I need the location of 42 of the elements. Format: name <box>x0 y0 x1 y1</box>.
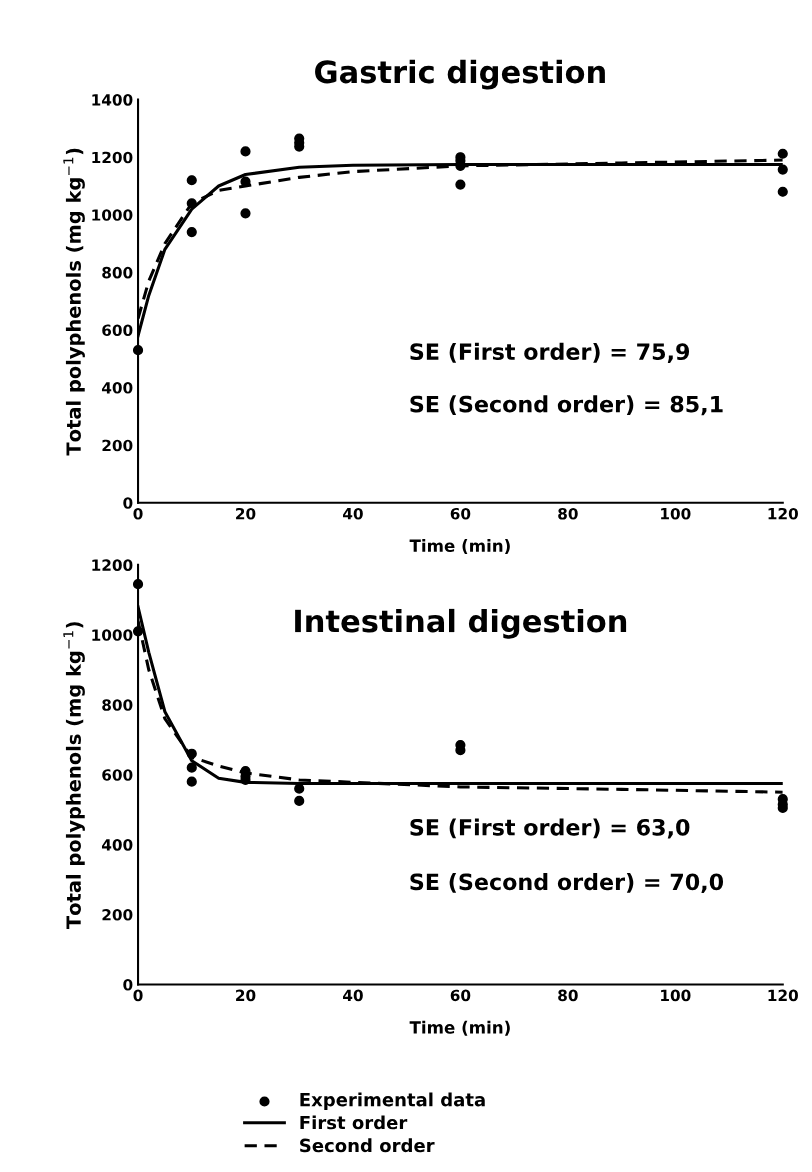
annotation: SE (First order) = 75,9 <box>410 342 690 363</box>
y-tick-label: 1400 <box>92 94 133 106</box>
annotation: SE (First order) = 63,0 <box>410 818 690 839</box>
x-tick-label: 60 <box>450 989 471 1002</box>
y-tick-label: 1000 <box>92 209 133 221</box>
x-tick-label: 120 <box>768 989 798 1002</box>
x-tick-label: 20 <box>236 989 256 1002</box>
x-tick-label: 40 <box>343 507 363 520</box>
y-tick-label: 800 <box>102 266 133 279</box>
x-tick-label: 0 <box>133 989 143 1002</box>
x-tick-label: 80 <box>558 989 578 1002</box>
y-tick-label: 600 <box>102 769 133 781</box>
y-axis-title: Total polyphenols (mg kg$^{−1}$) <box>63 148 85 456</box>
y-tick-label: 1200 <box>92 151 133 164</box>
annotation: SE (Second order) = 70,0 <box>410 873 724 894</box>
chart-title: Gastric digestion <box>315 59 605 90</box>
y-tick-label: 600 <box>102 324 133 337</box>
x-axis-title: Time (min) <box>409 539 510 554</box>
x-tick-label: 100 <box>661 989 691 1002</box>
y-tick-label: 400 <box>101 382 133 394</box>
x-tick-label: 80 <box>558 507 578 520</box>
y-tick-label: 1200 <box>92 559 133 571</box>
x-tick-label: 100 <box>661 507 691 520</box>
y-tick-label: 200 <box>102 439 133 452</box>
y-axis-title: Total polyphenols (mg kg$^{−1}$) <box>63 622 85 929</box>
legend-label: Second order <box>300 1138 435 1153</box>
x-tick-label: 0 <box>133 507 143 520</box>
y-tick-label: 1000 <box>92 629 133 641</box>
y-tick-label: 800 <box>102 699 133 711</box>
annotation: SE (Second order) = 85,1 <box>410 395 723 416</box>
x-tick-label: 40 <box>343 989 363 1002</box>
y-tick-label: 200 <box>102 909 133 921</box>
legend-label: Experimental data <box>300 1092 485 1110</box>
text: Intestinal digestion <box>295 608 627 639</box>
x-tick-label: 120 <box>768 507 798 520</box>
x-tick-label: 60 <box>450 507 471 520</box>
x-axis-title: Time (min) <box>409 1020 510 1036</box>
legend-label: First order <box>300 1115 408 1130</box>
x-tick-label: 20 <box>236 507 256 520</box>
y-tick-label: 0 <box>123 497 133 509</box>
y-tick-label: 0 <box>123 978 133 991</box>
y-tick-label: 400 <box>101 839 133 851</box>
